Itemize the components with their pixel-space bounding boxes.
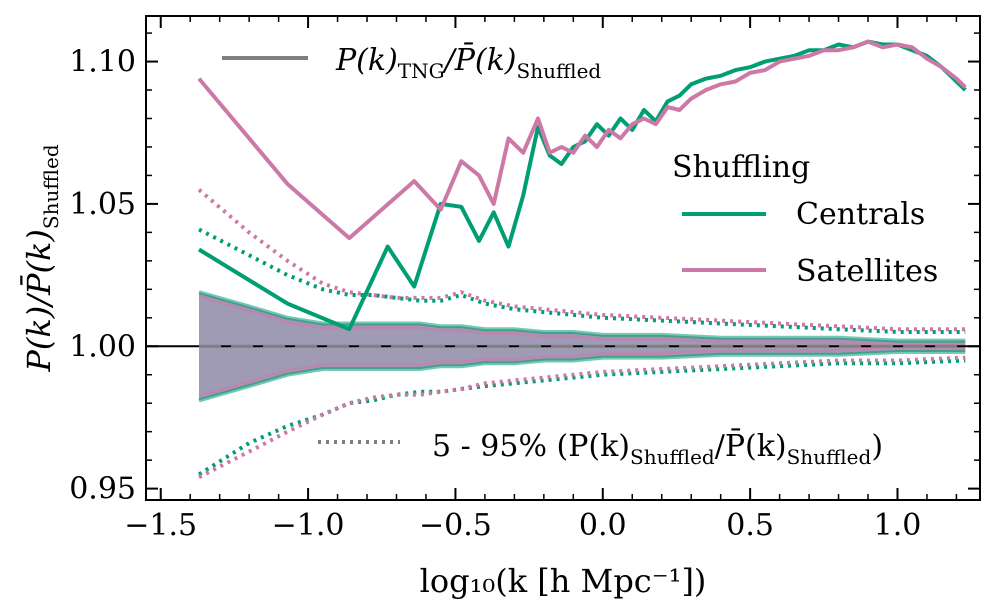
legend-bottom-suffix: ) (871, 429, 883, 464)
series-layer (197, 39, 967, 332)
tick-layer: −1.5 −1.0 −0.5 0.0 0.5 1.0 0.95 1.00 1.05 1.10 (69, 16, 980, 543)
legend-top-mid: /P̄(k) (442, 42, 517, 78)
legend-bottom-sub1: Shuffled (630, 445, 715, 469)
band-upper-edge-satellites (198, 294, 966, 347)
x-tick-label: −0.5 (419, 508, 492, 543)
band-lower-edge-satellites (198, 346, 966, 398)
legend-label-centrals: Centrals (796, 197, 925, 232)
percentile-95-centrals (198, 227, 966, 334)
y-tick-label: 1.00 (69, 329, 136, 364)
legend-shuffling: Shuffling Centrals Satellites (672, 150, 938, 289)
y-tick-label: 1.10 (69, 45, 136, 80)
percentile-layer (197, 188, 966, 479)
legend-bottom-sub2: Shuffled (787, 445, 872, 469)
legend-title: Shuffling (672, 150, 810, 185)
legend-label-satellites: Satellites (796, 254, 938, 289)
plot-frame (145, 15, 981, 501)
x-tick-label: 0.5 (726, 508, 774, 543)
band-lower-edge (198, 350, 966, 403)
x-tick-label: −1.5 (124, 508, 197, 543)
svg-text:P(k)/P̄(k)Shuffled: P(k)/P̄(k)Shuffled (20, 144, 63, 372)
legend-top-sub1: TNG (398, 59, 445, 83)
y-axis-title-sub: Shuffled (39, 144, 63, 229)
x-tick-label: 1.0 (874, 508, 922, 543)
series-line-satellites (197, 39, 967, 241)
y-tick-label: 1.05 (69, 187, 136, 222)
svg-text:5 - 95% (P(k)Shuffled/P̄(k)Shu: 5 - 95% (P(k)Shuffled/P̄(k)Shuffled) (432, 428, 883, 469)
percentile-5-satellites (198, 355, 966, 479)
legend-bottom: 5 - 95% (P(k)Shuffled/P̄(k)Shuffled) (318, 428, 883, 469)
y-axis-title: P(k)/P̄(k)Shuffled (20, 144, 63, 372)
legend-bottom-mid: /P̄(k) (715, 428, 787, 464)
x-tick-label: −1.0 (272, 508, 345, 543)
legend-top: P(k)TNG/P̄(k)Shuffled (222, 42, 601, 83)
legend-top-sub2: Shuffled (517, 59, 602, 83)
y-axis-title-main: P(k)/P̄(k) (20, 229, 58, 373)
percentile-5-centrals (197, 358, 966, 477)
y-tick-label: 0.95 (69, 472, 136, 507)
legend-bottom-prefix: 5 - 95% (P(k) (432, 429, 630, 464)
svg-text:P(k)TNG/P̄(k)Shuffled: P(k)TNG/P̄(k)Shuffled (335, 42, 601, 83)
legend-top-main: P(k) (335, 43, 398, 78)
x-axis-title: log₁₀(k [h Mpc⁻¹]) (420, 562, 707, 600)
percentile-95-satellites (197, 188, 966, 332)
x-tick-label: 0.0 (579, 508, 627, 543)
